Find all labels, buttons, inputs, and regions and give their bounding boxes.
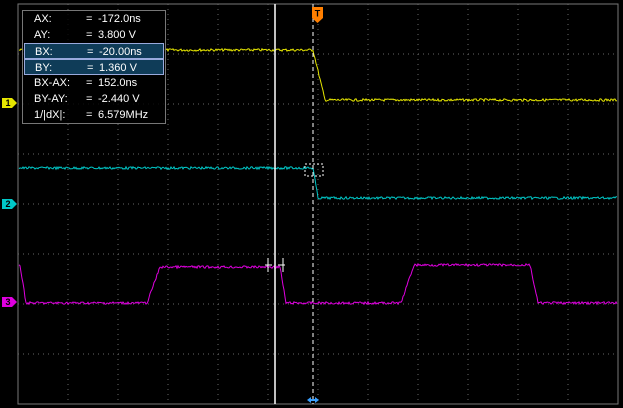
readout-row: BX-AX: = 152.0ns [24,75,164,91]
channel-marker [2,199,17,209]
readout-value: -20.00ns [99,46,142,58]
cursor-readout: AX: = -172.0ns AY: = 3.800 V BX: = -20.00ns BY: = 1… [22,10,166,124]
waveform [18,262,618,306]
readout-value: 152.0ns [98,77,138,89]
readout-label: BY-AY: [34,93,68,105]
readout-row: 1/|dX|: = 6.579MHz [24,107,164,123]
channel-marker [2,297,17,307]
readout-row: BX: = -20.00ns [24,43,164,59]
trigger-label: T [315,8,321,18]
readout-label: BX-AX: [34,77,71,89]
trigger-marker: T [312,7,323,23]
channel-label: 3 [5,297,10,307]
waveform [18,165,617,201]
readout-row: BY-AY: = -2.440 V [24,91,164,107]
readout-label: BX: [35,46,53,58]
readout-label: AY: [34,29,51,41]
readout-value: 1.360 V [99,62,137,74]
readout-equals: = [87,46,94,58]
readout-value: 6.579MHz [98,109,149,121]
readout-equals: = [86,109,93,121]
cursor-b-crosshair [304,163,324,177]
readout-row: BY: = 1.360 V [24,59,164,75]
readout-label: 1/|dX|: [34,109,66,121]
cursor-a-crosshair [265,258,285,272]
readout-equals: = [86,77,93,89]
channel-label: 2 [5,199,10,209]
readout-equals: = [86,29,93,41]
channel-marker [2,98,17,108]
readout-equals: = [86,93,93,105]
channel-label: 1 [5,98,10,108]
readout-row: AY: = 3.800 V [24,27,164,43]
readout-value: -172.0ns [98,13,141,25]
readout-value: -2.440 V [98,93,140,105]
channel-markers: 1 2 3 [2,98,17,307]
readout-equals: = [87,62,94,74]
readout-row: AX: = -172.0ns [24,11,164,27]
readout-equals: = [86,13,93,25]
readout-label: BY: [35,62,53,74]
readout-label: AX: [34,13,52,25]
trigger-position-arrow [307,397,319,403]
readout-value: 3.800 V [98,29,136,41]
